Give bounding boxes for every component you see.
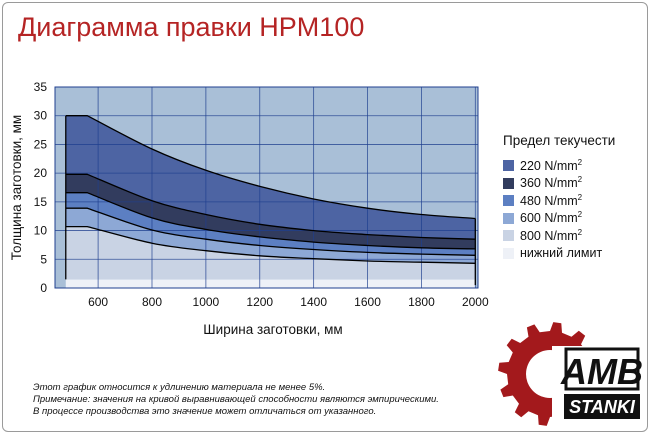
legend-label-480: 480 N/mm2 bbox=[520, 192, 583, 209]
legend-label-600: 600 N/mm2 bbox=[520, 210, 583, 226]
legend-item-480: 480 N/mm2 bbox=[503, 192, 643, 209]
y-tick-label: 35 bbox=[34, 80, 48, 94]
amb-stanki-logo: AMB STANKI bbox=[498, 322, 644, 426]
legend-label-360: 360 N/mm2 bbox=[520, 175, 583, 191]
legend-item-lower-limit: нижний лимит bbox=[503, 245, 643, 262]
legend-swatch-600 bbox=[503, 212, 514, 224]
legend-swatch-480 bbox=[503, 195, 514, 206]
series-line-3 bbox=[65, 192, 476, 250]
x-tick-label: 1400 bbox=[300, 295, 327, 309]
series-area-5 bbox=[65, 226, 476, 280]
x-axis-label: Ширина заготовки, мм bbox=[203, 322, 342, 337]
legend-swatch-360 bbox=[503, 177, 514, 189]
series-line-5 bbox=[65, 225, 476, 264]
y-tick-label: 25 bbox=[34, 137, 48, 151]
footnote-line-3: В процессе производства это значение мож… bbox=[33, 406, 377, 417]
logo-bottom-text: STANKI bbox=[569, 397, 636, 417]
y-axis-label: Толщина заготовки, мм bbox=[9, 115, 24, 260]
x-tick-label: 2000 bbox=[462, 295, 489, 309]
x-tick-label: 1200 bbox=[246, 295, 273, 309]
y-tick-label: 10 bbox=[34, 224, 48, 238]
footnote-line-1: Этот график относится к удлинению матери… bbox=[33, 382, 326, 393]
y-tick-label: 5 bbox=[40, 252, 47, 266]
legend-label-220: 220 N/mm2 bbox=[520, 157, 583, 174]
plot-border bbox=[54, 86, 479, 289]
chart-legend: Предел текучести 220 N/mm2 360 N/mm2 480… bbox=[503, 133, 643, 262]
legend-swatch-800 bbox=[503, 230, 514, 241]
series-line-4 bbox=[65, 207, 476, 256]
chart-title: Диаграмма правки HPM100 bbox=[18, 12, 365, 42]
series-line-1 bbox=[65, 115, 476, 220]
legend-label-lower-limit: нижний лимит bbox=[520, 246, 603, 261]
legend-swatch-220 bbox=[503, 160, 514, 171]
legend-item-220: 220 N/mm2 bbox=[503, 157, 643, 174]
legend-label-800: 800 N/mm2 bbox=[520, 227, 583, 244]
y-tick-label: 15 bbox=[34, 195, 48, 209]
x-tick-label: 1800 bbox=[408, 295, 435, 309]
x-tick-label: 800 bbox=[142, 295, 162, 309]
series-line-2 bbox=[65, 173, 476, 240]
legend-swatch-lower-limit bbox=[503, 247, 514, 259]
lower-limit-area bbox=[65, 279, 476, 288]
footnote: Этот график относится к удлинению матери… bbox=[33, 382, 439, 418]
legend-item-600: 600 N/mm2 bbox=[503, 210, 643, 227]
y-tick-label: 0 bbox=[40, 281, 47, 295]
footnote-line-2: Примечание: значения на кривой выравнива… bbox=[33, 394, 439, 405]
x-tick-label: 1600 bbox=[354, 295, 381, 309]
x-tick-label: 600 bbox=[88, 295, 108, 309]
legend-item-360: 360 N/mm2 bbox=[503, 175, 643, 192]
x-tick-label: 1000 bbox=[193, 295, 220, 309]
y-tick-label: 30 bbox=[34, 109, 48, 123]
legend-title: Предел текучести bbox=[503, 133, 616, 148]
logo-top-text: AMB bbox=[560, 351, 643, 392]
legend-item-800: 800 N/mm2 bbox=[503, 227, 643, 244]
y-tick-label: 20 bbox=[34, 166, 48, 180]
